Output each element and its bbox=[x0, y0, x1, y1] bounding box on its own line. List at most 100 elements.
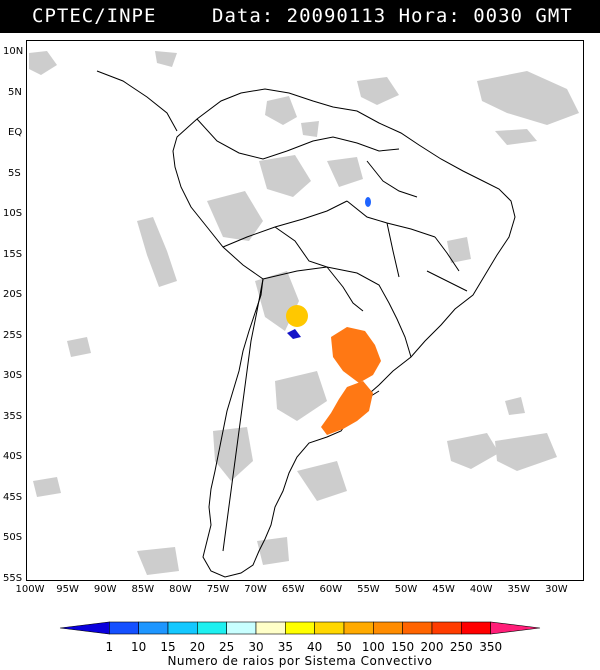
colorbar-tick-label: 1 bbox=[105, 640, 114, 654]
cloud-patch bbox=[33, 477, 61, 497]
colorbar-swatch bbox=[109, 621, 139, 635]
cloud-patch bbox=[447, 433, 499, 469]
colorbar-tick-label: 250 bbox=[449, 640, 473, 654]
cloud-patch bbox=[137, 217, 177, 287]
lon-label-75w: 75W bbox=[206, 584, 230, 595]
uruguay-system bbox=[321, 381, 373, 435]
cloud-patch bbox=[259, 155, 311, 197]
colorbar-swatch bbox=[461, 621, 491, 635]
colorbar-swatch bbox=[197, 621, 227, 635]
colorbar-tick-label: 350 bbox=[479, 640, 503, 654]
colorbar-swatch bbox=[431, 621, 462, 635]
border-peru-brazil bbox=[222, 200, 348, 248]
title-bar: CPTEC/INPE Data: 20090113 Hora: 0030 GMT bbox=[0, 0, 600, 33]
cloud-patch bbox=[477, 71, 579, 125]
cloud-patch bbox=[301, 121, 319, 137]
cloud-patch bbox=[29, 51, 57, 75]
lat-label-25s: 25S bbox=[3, 329, 23, 341]
border-colombia bbox=[196, 118, 288, 160]
cloud-patch bbox=[207, 191, 263, 241]
lon-label-70w: 70W bbox=[244, 584, 267, 595]
brazil-state-lines bbox=[346, 160, 468, 292]
colorbar-tick-label: 10 bbox=[131, 640, 147, 654]
lat-label-5s: 5S bbox=[8, 167, 21, 179]
lat-label-35s: 35S bbox=[3, 410, 23, 422]
colorbar-tick-label: 40 bbox=[307, 640, 323, 654]
lat-label-10s: 10S bbox=[3, 208, 23, 219]
lat-label-5n: 5N bbox=[8, 86, 22, 98]
lon-label-85w: 85W bbox=[131, 584, 155, 595]
lon-label-65w: 65W bbox=[281, 584, 305, 595]
title-source: CPTEC/INPE bbox=[32, 5, 157, 27]
lat-label-eq: EQ bbox=[8, 127, 23, 138]
lat-label-45s: 45S bbox=[3, 491, 23, 503]
border-brazil bbox=[262, 266, 412, 358]
lon-label-80w: 80W bbox=[169, 584, 192, 595]
lon-label-60w: 60W bbox=[319, 584, 343, 595]
colorbar-tick-label: 15 bbox=[160, 640, 176, 654]
colorbar-caption: Numero de raios por Sistema Convectivo bbox=[167, 654, 433, 668]
lon-label-45w: 45W bbox=[432, 584, 455, 595]
title-datetime: Data: 20090113 Hora: 0030 GMT bbox=[212, 5, 573, 27]
cloud-patch bbox=[505, 397, 525, 415]
border-paraguay bbox=[326, 266, 364, 312]
colorbar-swatch bbox=[373, 621, 403, 635]
lat-label-10n: 10N bbox=[3, 46, 24, 57]
lon-label-35w: 35W bbox=[507, 584, 531, 595]
coastline-and-borders bbox=[96, 70, 516, 578]
lon-label-55w: 55W bbox=[357, 584, 380, 595]
cloud-patch bbox=[67, 337, 91, 357]
lon-label-40w: 40W bbox=[469, 584, 493, 595]
cloud-patch bbox=[137, 547, 179, 575]
cloud-patch bbox=[257, 537, 289, 565]
lat-label-55s: 55S bbox=[3, 572, 23, 584]
lat-label-15s: 15S bbox=[3, 248, 23, 260]
colorbar-swatch bbox=[138, 621, 169, 635]
lon-label-95w: 95W bbox=[56, 584, 79, 595]
cloud-patch bbox=[495, 433, 557, 471]
colorbar bbox=[59, 621, 541, 635]
lat-label-20s: 20S bbox=[3, 289, 23, 300]
colorbar-tick-label: 200 bbox=[420, 640, 444, 654]
lon-label-30w: 30W bbox=[545, 584, 568, 595]
lat-label-30s: 30S bbox=[3, 370, 23, 381]
central-america-coast bbox=[96, 70, 178, 132]
lon-label-50w: 50W bbox=[394, 584, 418, 595]
andes-cell bbox=[287, 329, 301, 339]
cloud-patch bbox=[357, 77, 399, 105]
lon-label-90w: 90W bbox=[93, 584, 117, 595]
cloud-patch bbox=[447, 237, 471, 263]
chaco-cell bbox=[286, 305, 308, 327]
colorbar-swatch bbox=[314, 621, 345, 635]
colorbar-tick-label: 20 bbox=[189, 640, 205, 654]
lat-label-40s: 40S bbox=[3, 451, 23, 462]
map-frame bbox=[26, 40, 584, 581]
colorbar-swatch bbox=[59, 621, 110, 635]
border-argentina-chile bbox=[222, 278, 264, 552]
cloud-patch bbox=[495, 129, 537, 145]
coastline-south-america bbox=[172, 88, 516, 578]
convective-systems bbox=[286, 197, 381, 435]
colorbar-tick-label: 25 bbox=[219, 640, 235, 654]
cloud-cover bbox=[29, 51, 579, 575]
border-bolivia bbox=[274, 226, 328, 268]
north-amazon-cell bbox=[365, 197, 371, 207]
colorbar-tick-label: 30 bbox=[248, 640, 264, 654]
colorbar-tick-label: 150 bbox=[391, 640, 415, 654]
colorbar-swatch bbox=[285, 621, 315, 635]
lat-label-50s: 50S bbox=[3, 532, 23, 543]
cloud-patch bbox=[155, 51, 177, 67]
cloud-patch bbox=[265, 96, 297, 125]
colorbar-tick-label: 100 bbox=[361, 640, 385, 654]
border-venezuela bbox=[286, 136, 400, 152]
colorbar-swatch bbox=[255, 621, 286, 635]
colorbar-swatch bbox=[402, 621, 433, 635]
cloud-patch bbox=[297, 461, 347, 501]
cloud-patch bbox=[275, 371, 327, 421]
colorbar-swatch bbox=[167, 621, 198, 635]
parana-system bbox=[331, 327, 381, 383]
colorbar-tick-label: 35 bbox=[277, 640, 293, 654]
lon-label-100w: 100W bbox=[15, 584, 45, 595]
cloud-patch bbox=[327, 157, 363, 187]
colorbar-swatch bbox=[343, 621, 374, 635]
